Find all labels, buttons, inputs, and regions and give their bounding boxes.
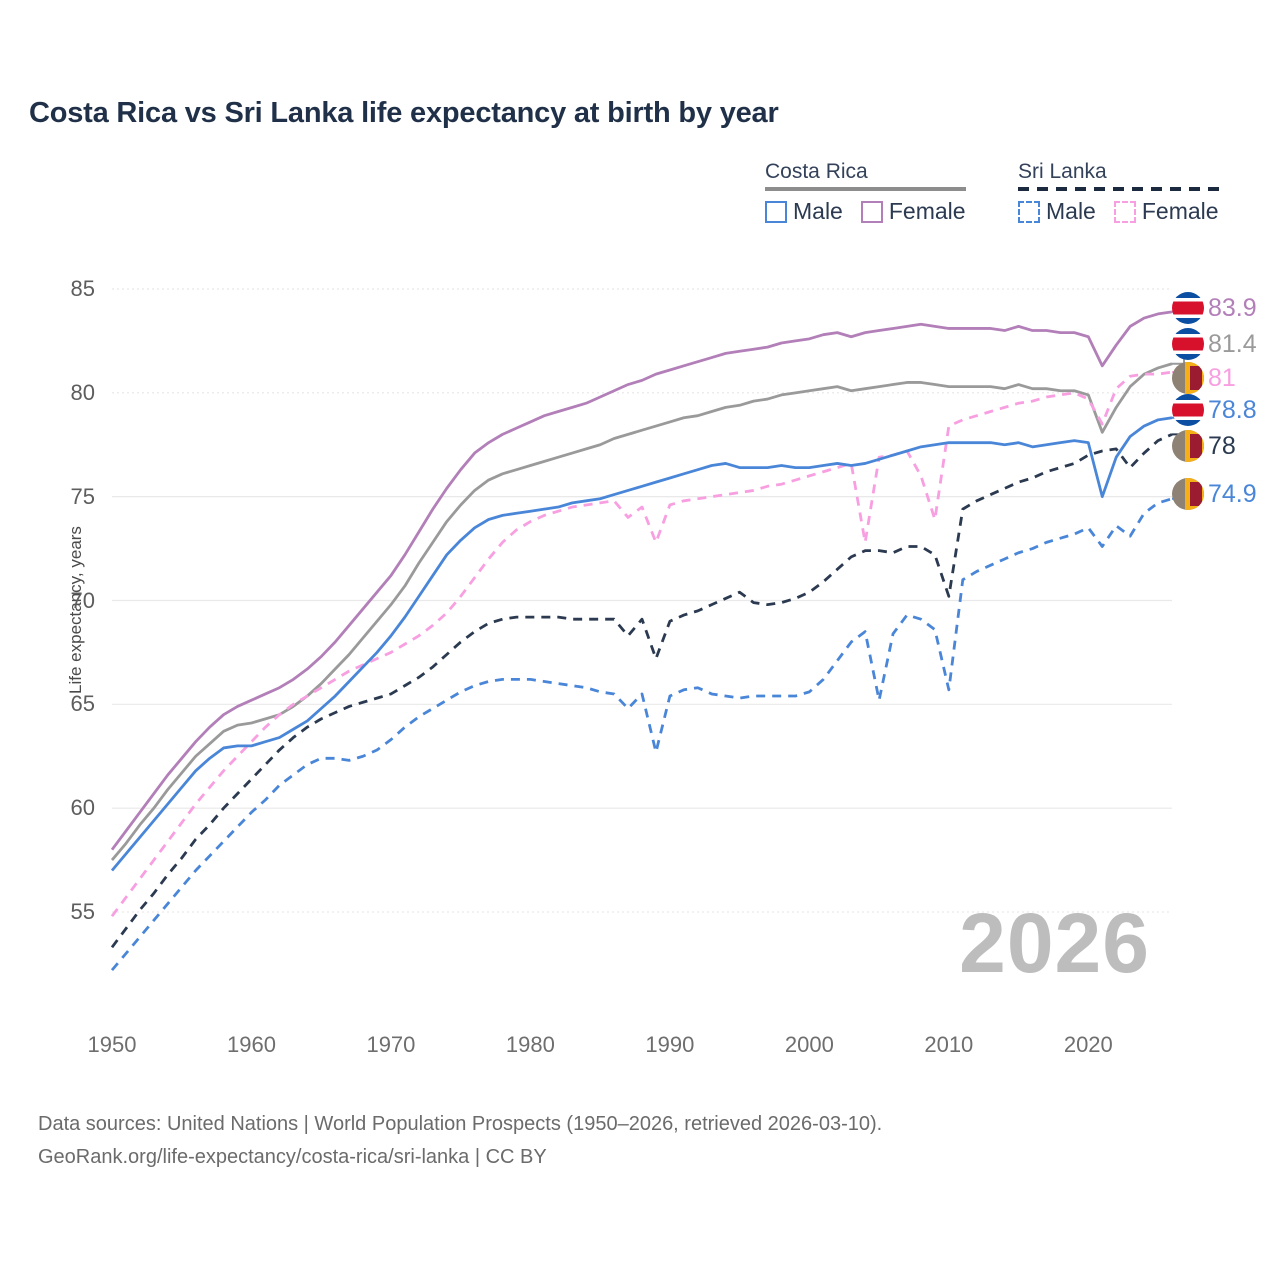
legend-item-costa-rica-male[interactable]: Male	[765, 200, 843, 223]
y-axis-tick: 65	[70, 691, 95, 717]
legend-group-sri-lanka: Sri Lanka Male Female	[1018, 160, 1219, 223]
x-axis-tick: 1970	[366, 1032, 416, 1057]
legend-swatch-icon	[1113, 200, 1136, 223]
sri-lanka-flag-icon	[1172, 362, 1204, 394]
sri-lanka-flag-icon	[1172, 430, 1204, 462]
x-axis-tick: 1950	[87, 1032, 137, 1057]
legend-line-sample-solid	[765, 187, 966, 191]
legend-group-title: Costa Rica	[765, 160, 868, 183]
costa-rica-flag-icon	[1172, 292, 1204, 324]
series-line-sri-lanka-total	[110, 433, 1173, 949]
y-axis-tick: 60	[70, 795, 95, 821]
x-axis-tick: 2010	[924, 1032, 974, 1057]
year-watermark: 2026	[959, 896, 1150, 990]
legend-group-costa-rica: Costa Rica Male Female	[765, 160, 966, 223]
x-axis-tick: 2000	[784, 1032, 834, 1057]
y-axis-tick: 55	[70, 899, 95, 924]
end-label-value: 81.4	[1208, 329, 1257, 358]
y-axis-tick: 85	[70, 276, 95, 301]
y-axis-tick: 70	[70, 587, 95, 613]
page-title: Costa Rica vs Sri Lanka life expectancy …	[29, 97, 779, 129]
end-label: 78.8	[1172, 394, 1257, 426]
legend-item-costa-rica-female[interactable]: Female	[860, 198, 966, 224]
chart-footer: Data sources: United Nations | World Pop…	[38, 1108, 882, 1174]
series-line-costa-rica-female	[110, 310, 1173, 851]
legend-item-sri-lanka-male[interactable]: Male	[1018, 200, 1096, 223]
y-axis-tick: 75	[70, 483, 95, 509]
end-label-value: 74.9	[1208, 479, 1257, 508]
legend-group-title: Sri Lanka	[1018, 160, 1107, 183]
legend-item-label: Female	[888, 198, 966, 224]
legend-swatch-icon	[1018, 200, 1040, 223]
end-label-value: 83.9	[1208, 293, 1257, 322]
legend-item-label: Female	[1141, 198, 1219, 224]
legend-item-label: Male	[1046, 198, 1096, 224]
costa-rica-flag-icon	[1172, 328, 1204, 360]
end-label: 81	[1172, 362, 1236, 394]
footer-line-sources: Data sources: United Nations | World Pop…	[38, 1113, 883, 1135]
x-axis-tick: 1960	[226, 1032, 276, 1057]
end-label-value: 81	[1208, 363, 1236, 392]
legend-line-sample-dashed	[1018, 187, 1219, 191]
end-label: 78	[1172, 430, 1236, 462]
costa-rica-flag-icon	[1172, 394, 1204, 426]
x-axis-tick: 1990	[645, 1032, 695, 1057]
legend-swatch-icon	[765, 200, 787, 223]
legend-item-label: Male	[793, 198, 843, 224]
end-label-value: 78	[1208, 431, 1236, 460]
sri-lanka-flag-icon	[1172, 478, 1204, 510]
series-line-sri-lanka-female	[110, 370, 1173, 917]
legend-swatch-icon	[860, 200, 883, 223]
y-axis-tick: 80	[70, 379, 95, 405]
chart-legend: Costa Rica Male Female Sri Lanka Male	[760, 160, 1250, 238]
footer-line-attribution: GeoRank.org/life-expectancy/costa-rica/s…	[38, 1146, 547, 1168]
x-axis-tick: 1980	[505, 1032, 555, 1057]
series-line-costa-rica-total	[110, 362, 1173, 861]
end-label: 74.9	[1172, 478, 1257, 510]
end-label: 81.4	[1172, 328, 1257, 360]
series-line-costa-rica-male	[110, 416, 1173, 872]
legend-item-sri-lanka-female[interactable]: Female	[1113, 198, 1219, 224]
end-label: 83.9	[1172, 292, 1257, 324]
end-label-value: 78.8	[1208, 395, 1257, 424]
x-axis-tick: 2020	[1063, 1032, 1113, 1057]
